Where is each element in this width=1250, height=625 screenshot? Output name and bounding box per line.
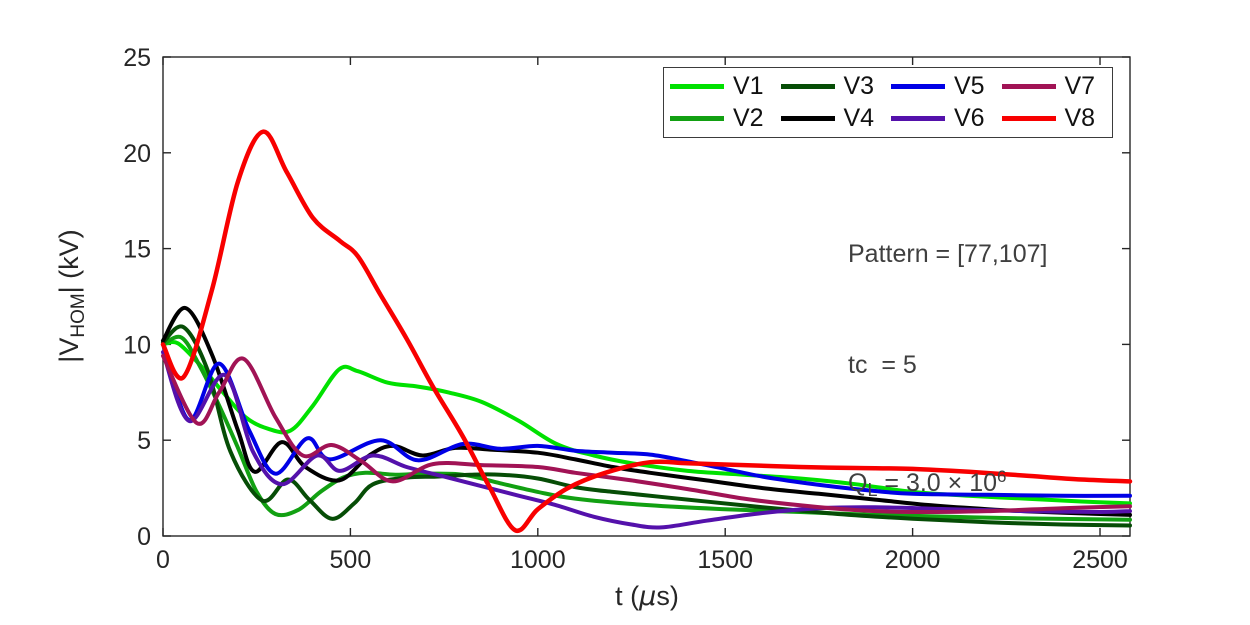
mu-symbol: μ [639, 581, 657, 612]
y-tick-label: 10 [123, 331, 151, 359]
legend-label-V6: V6 [954, 104, 985, 133]
y-tick-labels: 0 5 10 15 20 25 [123, 44, 151, 551]
y-axis-label: |VHOM| (kV) [54, 229, 89, 363]
legend-swatch-V3 [780, 83, 835, 89]
y-tick-label: 15 [123, 236, 151, 264]
legend-swatch-V5 [891, 83, 945, 89]
y-tick-label: 20 [123, 140, 151, 168]
legend-swatch-V8 [1001, 116, 1056, 122]
x-tick-label: 2500 [1072, 546, 1128, 574]
legend-label-V5: V5 [954, 71, 985, 100]
curve-V1 [161, 340, 1132, 506]
x-tick-label: 1500 [697, 546, 753, 574]
legend-item-V4: V4 [780, 103, 892, 136]
y-tick-label: 5 [137, 427, 151, 455]
x-axis-label: t (μs) [615, 581, 679, 612]
legend: V1 V2 V3 V4 V5 V6 V7 V8 [663, 67, 1113, 138]
curve-V4 [161, 306, 1132, 517]
legend-swatch-V6 [891, 116, 945, 122]
legend-swatch-V2 [670, 116, 724, 122]
legend-item-V8: V8 [1001, 103, 1113, 136]
legend-label-V7: V7 [1064, 71, 1096, 100]
y-tick-label: 25 [123, 44, 151, 72]
curve-V3 [161, 324, 1132, 528]
legend-swatch-V7 [1001, 83, 1056, 89]
legend-label-V3: V3 [843, 71, 875, 100]
legend-item-V7: V7 [1001, 70, 1113, 103]
legend-label-V2: V2 [733, 104, 764, 133]
legend-item-V1: V1 [670, 70, 781, 103]
annotation-pattern: Pattern = [77,107] [848, 240, 1048, 268]
legend-label-V8: V8 [1064, 104, 1096, 133]
legend-item-V6: V6 [891, 103, 1002, 136]
x-tick-label: 2000 [885, 546, 941, 574]
y-tick-label: 0 [137, 523, 151, 551]
annotation-block: Pattern = [77,107] tc = 5 QL = 3.0 × 106 [848, 162, 1047, 583]
annotation-tc: tc = 5 [848, 351, 917, 379]
x-tick-label: 0 [156, 546, 170, 574]
legend-label-V1: V1 [733, 71, 764, 100]
x-tick-label: 1000 [510, 546, 566, 574]
axis-box [162, 56, 1131, 537]
curves [160, 129, 1133, 533]
x-tick-label: 500 [330, 546, 372, 574]
legend-item-V3: V3 [780, 70, 892, 103]
legend-item-V5: V5 [891, 70, 1002, 103]
legend-item-V2: V2 [670, 103, 781, 136]
curve-V8 [160, 129, 1133, 533]
legend-swatch-V1 [670, 83, 724, 89]
x-tick-labels: 0 500 1000 1500 2000 2500 [156, 546, 1128, 574]
legend-swatch-V4 [780, 116, 835, 122]
curve-V7 [161, 353, 1132, 515]
curve-V5 [161, 342, 1132, 498]
curve-V6 [161, 350, 1132, 530]
annotation-ql: QL = 3.0 × 106 [848, 467, 1007, 500]
legend-label-V4: V4 [843, 104, 875, 133]
